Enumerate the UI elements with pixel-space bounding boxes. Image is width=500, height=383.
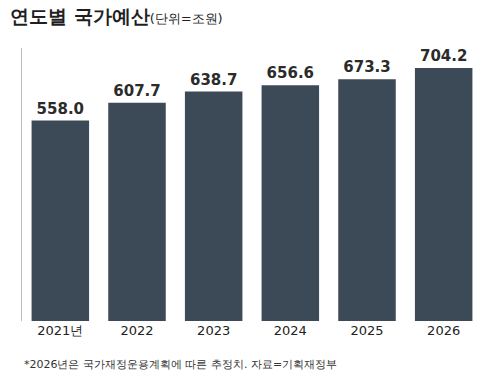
svg-text:2023: 2023 xyxy=(197,323,230,338)
svg-text:연도별 국가예산(단위=조원): 연도별 국가예산(단위=조원) xyxy=(10,5,223,27)
svg-text:2021년: 2021년 xyxy=(37,323,83,338)
svg-text:704.2: 704.2 xyxy=(420,47,467,65)
svg-text:558.0: 558.0 xyxy=(37,100,84,118)
svg-text:2026: 2026 xyxy=(427,323,460,338)
svg-text:638.7: 638.7 xyxy=(190,71,237,89)
svg-text:2022: 2022 xyxy=(120,323,153,338)
svg-text:656.6: 656.6 xyxy=(267,64,314,82)
svg-text:673.3: 673.3 xyxy=(343,58,390,76)
svg-text:607.7: 607.7 xyxy=(113,82,160,100)
svg-text:2024: 2024 xyxy=(274,323,307,338)
svg-text:2025: 2025 xyxy=(350,323,383,338)
svg-text:*2026년은 국가재정운용계획에 따른 추정치. 자료=기: *2026년은 국가재정운용계획에 따른 추정치. 자료=기획재정부 xyxy=(24,358,337,371)
